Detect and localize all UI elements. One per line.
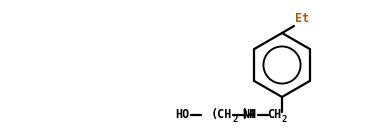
Text: HO: HO — [176, 108, 190, 121]
Text: (CH: (CH — [211, 108, 232, 121]
Text: 2: 2 — [233, 115, 238, 125]
Text: CH: CH — [267, 108, 281, 121]
Text: NH: NH — [243, 108, 257, 121]
Text: Et: Et — [296, 12, 310, 25]
Text: 2: 2 — [282, 115, 287, 125]
Text: )4: )4 — [241, 108, 255, 121]
